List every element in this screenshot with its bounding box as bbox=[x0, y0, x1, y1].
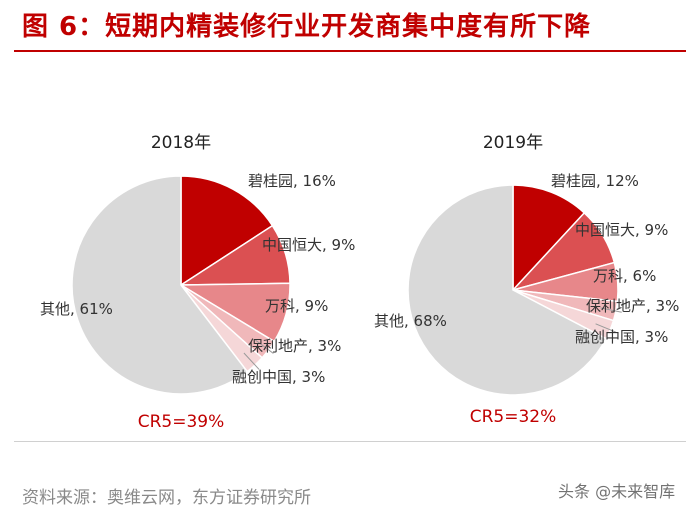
pie-slice bbox=[407, 184, 608, 396]
leader-line bbox=[243, 352, 260, 370]
title-divider bbox=[14, 50, 686, 52]
pie-slice bbox=[71, 175, 249, 395]
cr5-annotation: CR5=39% bbox=[138, 412, 225, 432]
slice-label: 中国恒大, 9% bbox=[262, 236, 355, 254]
leader-line bbox=[595, 323, 616, 333]
slice-label: 碧桂园, 16% bbox=[248, 172, 336, 190]
pie-title: 2018年 bbox=[151, 133, 211, 153]
pie-slice bbox=[180, 175, 274, 287]
leader-line bbox=[600, 307, 622, 313]
source-note: 资料来源：奥维云网，东方证券研究所 bbox=[22, 488, 311, 508]
figure-title: 图 6：短期内精装修行业开发商集中度有所下降 bbox=[22, 12, 592, 42]
watermark: 头条 @未来智库 bbox=[558, 482, 676, 501]
slice-label: 其他, 61% bbox=[40, 300, 113, 318]
slice-label: 融创中国, 3% bbox=[232, 368, 325, 386]
footer-divider bbox=[14, 441, 686, 442]
slice-label: 万科, 6% bbox=[593, 267, 656, 285]
leader-line bbox=[255, 339, 274, 354]
slice-label: 中国恒大, 9% bbox=[575, 221, 668, 239]
pie-slice bbox=[512, 184, 586, 292]
slice-label: 碧桂园, 12% bbox=[551, 172, 639, 190]
pie-title: 2019年 bbox=[483, 133, 543, 153]
slice-label: 万科, 9% bbox=[265, 297, 328, 315]
slice-label: 其他, 68% bbox=[374, 312, 447, 330]
slice-label: 融创中国, 3% bbox=[575, 328, 668, 346]
pie-chart-1: 碧桂园, 16% 中国恒大, 9% 万科, 9% 保利地产, 3% 融创中国, 3% 其他… bbox=[40, 133, 355, 432]
cr5-annotation: CR5=32% bbox=[470, 407, 557, 427]
slice-label: 保利地产, 3% bbox=[586, 297, 679, 315]
pie-chart-2: 碧桂园, 12% 中国恒大, 9% 万科, 6% 保利地产, 3% 融创中国, 3% 其他… bbox=[374, 133, 679, 427]
slice-label: 保利地产, 3% bbox=[248, 337, 341, 355]
